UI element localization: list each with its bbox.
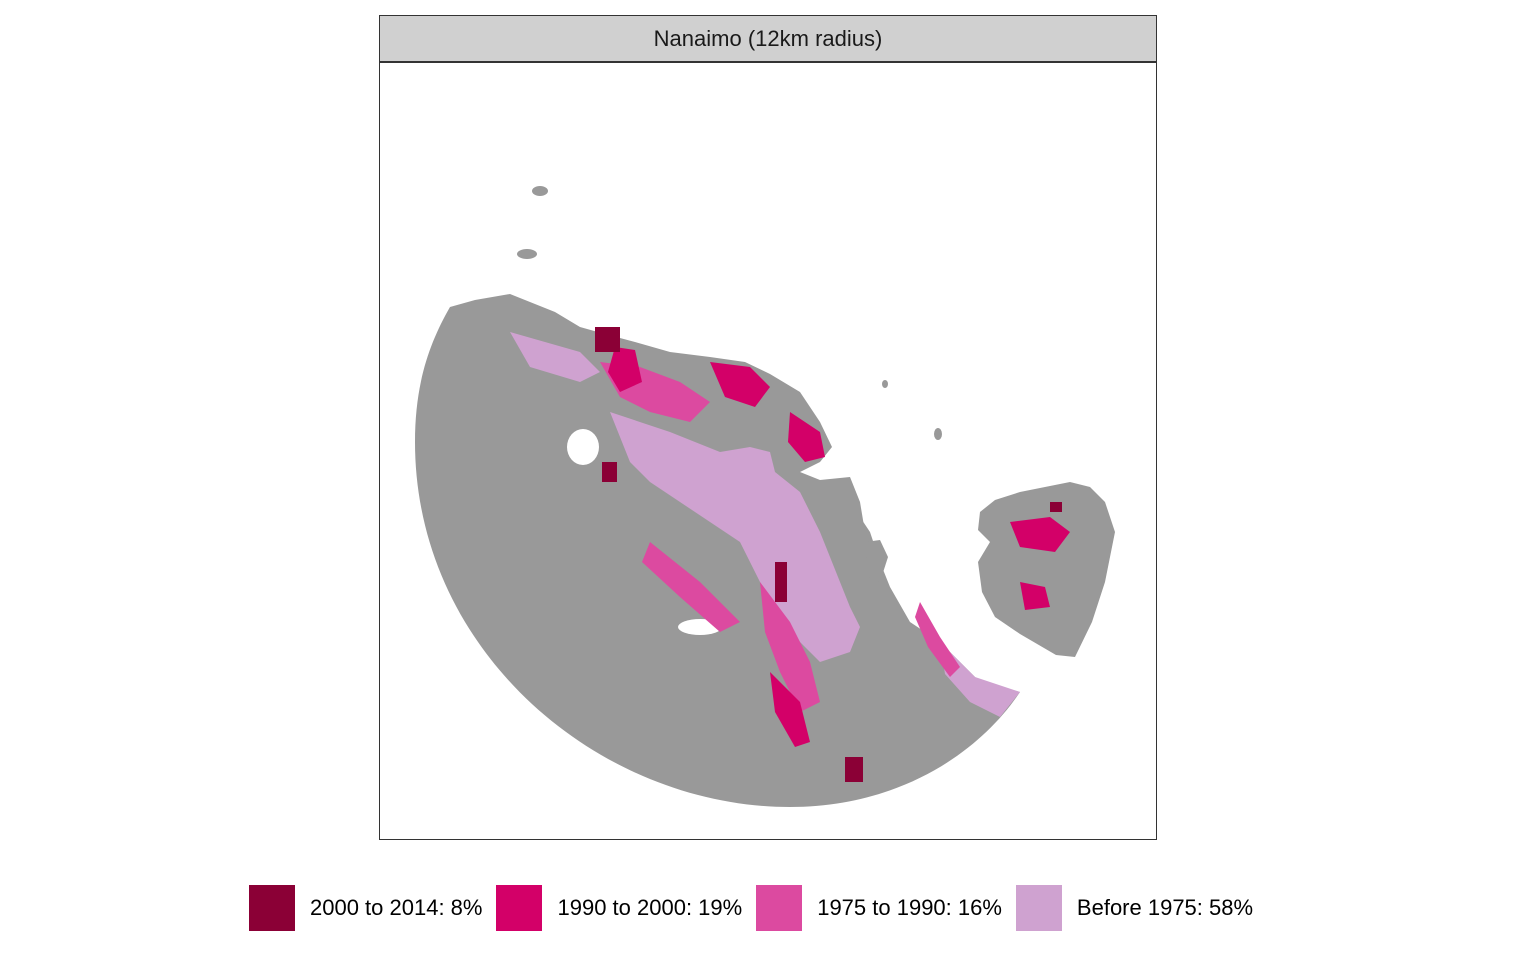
land-islet-1 <box>517 249 537 259</box>
land-island-middle <box>818 477 865 552</box>
land-islet-2 <box>532 186 548 196</box>
legend-item: Before 1975: 58% <box>1015 885 1254 931</box>
legend-swatch <box>1015 885 1062 931</box>
land-use-map <box>415 186 1115 807</box>
land-island-small-1 <box>865 540 888 582</box>
facet-title: Nanaimo (12km radius) <box>653 25 883 51</box>
land-main <box>415 294 1020 807</box>
legend-item: 1975 to 1990: 16% <box>756 885 1002 931</box>
land-islet-4 <box>882 380 888 388</box>
legend-label: 2000 to 2014: 8% <box>310 895 483 920</box>
legend-label: Before 1975: 58% <box>1076 895 1254 920</box>
development-1990-2000 <box>608 347 1070 747</box>
legend-item: 2000 to 2014: 8% <box>249 885 482 931</box>
land-islet-3 <box>934 428 942 440</box>
facet-strip: Nanaimo (12km radius) <box>380 16 1156 63</box>
development-before-1975 <box>510 332 1020 717</box>
legend-label: 1975 to 1990: 16% <box>817 895 1002 920</box>
map-panel: Nanaimo (12km radius) <box>379 15 1157 840</box>
legend-swatch <box>249 885 295 931</box>
lake-1 <box>567 429 599 465</box>
legend-swatch <box>756 885 803 931</box>
legend: 2000 to 2014: 8% 1990 to 2000: 19% 1975 to… <box>249 884 1267 932</box>
legend-item: 1990 to 2000: 19% <box>496 885 742 931</box>
land-island-right <box>978 482 1115 657</box>
legend-label: 1990 to 2000: 19% <box>557 895 743 920</box>
development-2000-2014 <box>595 327 1062 782</box>
legend-swatch <box>496 885 543 931</box>
